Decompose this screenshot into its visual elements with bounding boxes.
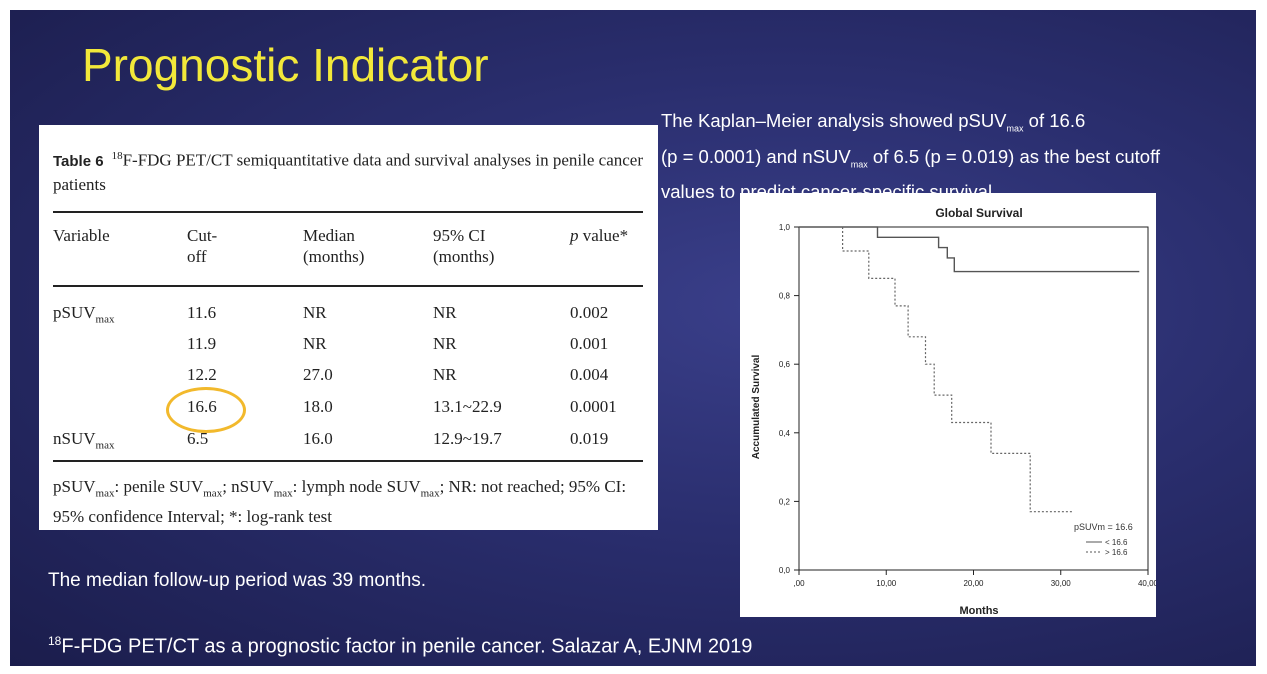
cell-cutoff: 11.6 — [187, 303, 217, 322]
table-panel: Table 6 18F-FDG PET/CT semiquantitative d… — [39, 125, 658, 530]
cell-median: 16.0 — [303, 429, 333, 448]
survival-curve-1 — [799, 226, 1140, 273]
kaplan-meier-summary: The Kaplan–Meier analysis showed pSUVmax… — [661, 110, 1161, 203]
y-axis-label: Accumulated Survival — [751, 355, 762, 460]
header-cutoff: Cut-off — [187, 226, 218, 266]
y-tick-label: 0,6 — [779, 360, 791, 369]
cell-p-value: 0.019 — [570, 429, 609, 448]
cell-ci: 12.9~19.7 — [433, 429, 502, 448]
y-tick-label: 0,8 — [779, 292, 791, 301]
y-tick-label: 0,0 — [779, 566, 791, 575]
plot-frame — [798, 226, 1149, 571]
cell-cutoff: 11.9 — [187, 334, 217, 353]
cell-median: 27.0 — [303, 365, 333, 384]
survival-chart: Global Survival Accumulated Survival Mon… — [751, 206, 1159, 617]
chart-title: Global Survival — [935, 206, 1022, 220]
cell-variable: nSUVmax — [53, 429, 115, 452]
header-ci: 95% CI (months) — [433, 226, 495, 266]
x-tick-label: 10,00 — [876, 579, 897, 588]
cell-median: NR — [303, 303, 327, 322]
x-tick-label: 20,00 — [963, 579, 984, 588]
table-label: Table 6 — [53, 152, 104, 170]
chart-legend: < 16.6> 16.6 — [1086, 538, 1128, 557]
table-footnote: pSUVmax: penile SUVmax; nSUVmax: lymph n… — [53, 477, 627, 527]
cell-ci: 13.1~22.9 — [433, 397, 502, 416]
survival-chart-panel: Global Survival Accumulated Survival Mon… — [740, 193, 1159, 617]
y-tick-label: 0,2 — [779, 497, 791, 506]
cell-median: NR — [303, 334, 327, 353]
survival-curve-2 — [841, 227, 1074, 513]
highlight-circle — [166, 387, 246, 433]
chart-axes: 0,0 0,2 0,4 0,6 0,8 1,0 ,00 10,00 20,00 30,00 40,0… — [779, 223, 1159, 588]
citation: 18F-FDG PET/CT as a prognostic factor in… — [48, 634, 753, 658]
cell-cutoff: 6.5 — [187, 429, 209, 448]
table-bottom-rule — [53, 460, 643, 462]
legend-entry: > 16.6 — [1105, 548, 1128, 557]
cell-variable: pSUVmax — [53, 303, 115, 326]
cell-p-value: 0.001 — [570, 334, 609, 353]
legend-entry: < 16.6 — [1105, 538, 1128, 547]
x-tick-label: 30,00 — [1051, 579, 1072, 588]
cell-p-value: 0.0001 — [570, 397, 617, 416]
cell-cutoff: 12.2 — [187, 365, 217, 384]
caption-text: F-FDG PET/CT semiquantitative data and s… — [53, 150, 643, 194]
header-rule — [53, 285, 643, 287]
cell-ci: NR — [433, 303, 457, 322]
cell-ci: NR — [433, 334, 457, 353]
header-median: Median (months) — [303, 226, 365, 266]
slide: Prognostic Indicator Table 6 18F-FDG PET/… — [10, 10, 1256, 666]
x-axis-label: Months — [959, 605, 998, 617]
chart-series-layer — [799, 226, 1140, 513]
x-tick-label: 40,00 — [1138, 579, 1156, 588]
header-p-value: p value* — [570, 226, 629, 245]
cell-p-value: 0.002 — [570, 303, 609, 322]
cell-ci: NR — [433, 365, 457, 384]
caption-superscript: 18 — [111, 150, 123, 162]
slide-title: Prognostic Indicator — [82, 39, 489, 91]
cell-p-value: 0.004 — [570, 365, 609, 384]
legend-title: pSUVm = 16.6 — [1074, 522, 1133, 532]
y-tick-label: 1,0 — [779, 223, 791, 232]
x-tick-label: ,00 — [793, 579, 805, 588]
y-tick-label: 0,4 — [779, 429, 791, 438]
table-top-rule — [53, 211, 643, 213]
header-variable: Variable — [53, 226, 110, 245]
followup-text: The median follow-up period was 39 month… — [48, 570, 427, 591]
cell-median: 18.0 — [303, 397, 333, 416]
table-caption: Table 6 18F-FDG PET/CT semiquantitative d… — [53, 145, 653, 196]
